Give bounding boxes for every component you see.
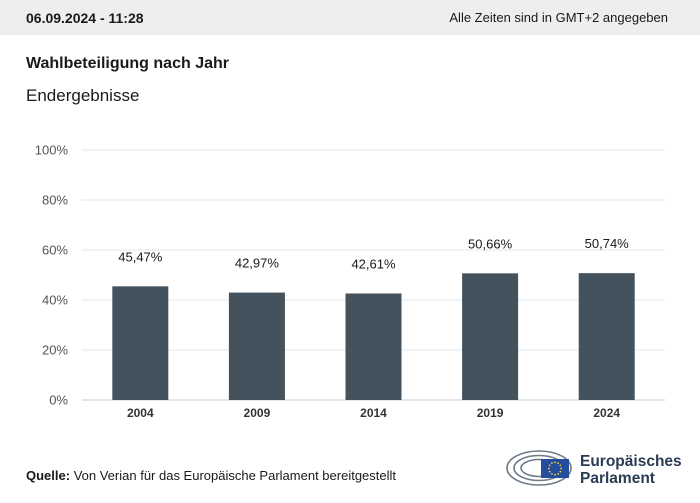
star-icon <box>548 464 551 467</box>
star-icon <box>547 467 550 470</box>
logo-text: Europäisches Parlament <box>580 453 682 487</box>
star-icon <box>548 470 551 473</box>
source-text: Von Verian für das Europäische Parlament… <box>73 468 397 483</box>
y-tick-label: 40% <box>42 293 68 308</box>
bar <box>112 286 169 400</box>
star-icon <box>559 470 562 473</box>
eu-flag-icon <box>541 459 569 478</box>
datetime-label: 06.09.2024 - 11:28 <box>26 9 144 26</box>
chart-title: Wahlbeteiligung nach Jahr <box>26 55 229 72</box>
bar-value-label: 50,66% <box>468 236 513 251</box>
bar-value-label: 42,61% <box>351 256 396 271</box>
bar-value-label: 50,74% <box>585 236 630 251</box>
bar <box>345 293 402 400</box>
y-tick-label: 20% <box>42 343 68 358</box>
star-icon <box>554 461 556 464</box>
y-tick-label: 100% <box>35 143 69 158</box>
y-tick-label: 60% <box>42 243 68 258</box>
logo-line-1: Europäisches <box>580 453 682 470</box>
bar <box>228 292 285 400</box>
star-icon <box>557 462 559 465</box>
chart-subtitle: Endergebnisse <box>26 86 140 105</box>
star-icon <box>551 462 553 465</box>
bar-value-label: 45,47% <box>118 249 163 264</box>
star-icon <box>554 473 556 476</box>
source-label: Quelle: <box>26 468 71 483</box>
x-tick-label: 2009 <box>244 406 271 420</box>
bar <box>578 273 635 400</box>
bar-value-label: 42,97% <box>235 256 280 271</box>
bar <box>462 273 519 400</box>
x-tick-label: 2014 <box>360 406 387 420</box>
x-tick-label: 2019 <box>477 406 504 420</box>
source-note: Quelle: Von Verian für das Europäische P… <box>26 468 396 483</box>
y-tick-label: 0% <box>49 393 68 408</box>
star-icon <box>551 472 553 475</box>
star-icon <box>560 467 563 470</box>
star-icon <box>559 464 562 467</box>
logo-line-2: Parlament <box>580 470 655 487</box>
turnout-bar-chart: 0% 20% 40% 60% 80% 100% 45,47% 2004 42,97% 2009 42… <box>35 143 665 420</box>
european-parliament-logo <box>506 450 572 486</box>
x-tick-label: 2024 <box>593 406 620 420</box>
x-tick-label: 2004 <box>127 406 154 420</box>
y-tick-label: 80% <box>42 193 68 208</box>
top-bar: 06.09.2024 - 11:28 Alle Zeiten sind in G… <box>0 0 700 35</box>
star-icon <box>557 472 559 475</box>
timezone-note: Alle Zeiten sind in GMT+2 angegeben <box>449 10 668 25</box>
